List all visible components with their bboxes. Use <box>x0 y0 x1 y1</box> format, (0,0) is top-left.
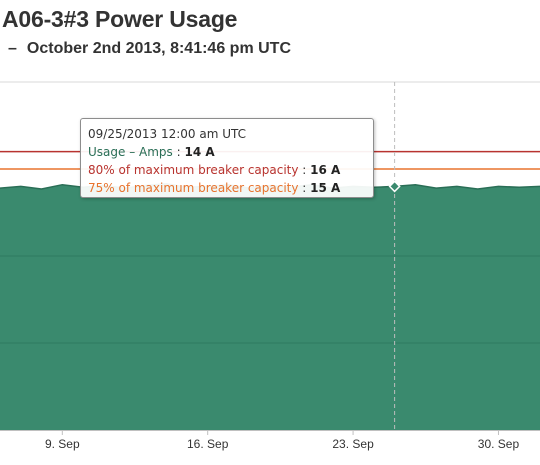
chart-tooltip: 09/25/2013 12:00 am UTC Usage – Amps : 1… <box>80 118 374 198</box>
x-tick-label: 23. Sep <box>332 437 374 451</box>
x-axis: 9. Sep 16. Sep 23. Sep 30. Sep <box>0 430 540 451</box>
x-tick-label: 9. Sep <box>45 437 80 451</box>
tooltip-label: Usage – Amps <box>88 145 173 159</box>
tooltip-row-usage: Usage – Amps : 14 A <box>88 145 215 159</box>
tooltip-row-75: 75% of maximum breaker capacity : 15 A <box>88 181 341 195</box>
page-title: A06-3#3 Power Usage <box>2 6 238 32</box>
hover-layer <box>388 82 401 430</box>
subtitle-dash: – <box>8 40 17 57</box>
tooltip-label: 80% of maximum breaker capacity <box>88 163 299 177</box>
tooltip-value: 16 A <box>310 163 341 177</box>
hover-point-marker <box>388 180 401 193</box>
tooltip-label: 75% of maximum breaker capacity <box>88 181 299 195</box>
tooltip-value: 14 A <box>184 145 215 159</box>
tooltip-header: 09/25/2013 12:00 am UTC <box>88 127 247 141</box>
usage-series[interactable] <box>0 183 540 430</box>
tooltip-value: 15 A <box>310 181 341 195</box>
page-subtitle: – October 2nd 2013, 8:41:46 pm UTC <box>8 40 291 58</box>
x-tick-label: 16. Sep <box>187 437 229 451</box>
usage-area[interactable] <box>0 183 540 430</box>
x-tick-label: 30. Sep <box>478 437 520 451</box>
subtitle-timestamp: October 2nd 2013, 8:41:46 pm UTC <box>26 40 291 57</box>
tooltip-row-80: 80% of maximum breaker capacity : 16 A <box>88 163 341 177</box>
